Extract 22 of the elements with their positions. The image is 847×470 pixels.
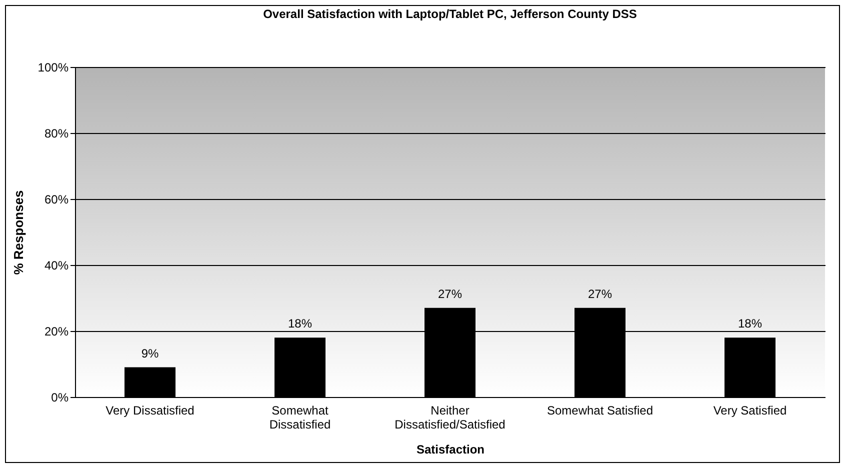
y-tick-label: 20% [44, 324, 69, 338]
y-tick-label: 80% [44, 126, 69, 140]
y-tick-label: 60% [44, 192, 69, 206]
x-tick-label: Very Dissatisfied [106, 404, 194, 418]
data-label: 27% [438, 286, 462, 301]
y-tick-label: 0% [51, 390, 69, 404]
bar [274, 338, 326, 397]
x-tick-label: Neither Dissatisfied/Satisfied [394, 404, 506, 432]
bar [724, 338, 776, 397]
x-axis-title: Satisfaction [416, 442, 485, 456]
data-label: 27% [588, 286, 612, 301]
y-tick-label: 100% [38, 60, 69, 74]
x-tick-label: Very Satisfied [713, 404, 787, 418]
chart-title: Overall Satisfaction with Laptop/Tablet PC, Jefferson County DSS [263, 7, 637, 21]
y-axis-title: % Responses [10, 190, 26, 275]
bar [124, 367, 176, 397]
x-tick-label: Somewhat Satisfied [546, 404, 654, 418]
data-label: 18% [288, 316, 312, 331]
data-label: 9% [141, 346, 159, 360]
y-tick-label: 40% [44, 258, 69, 272]
data-label: 18% [738, 316, 762, 331]
x-tick-label: Somewhat Dissatisfied [269, 404, 331, 432]
